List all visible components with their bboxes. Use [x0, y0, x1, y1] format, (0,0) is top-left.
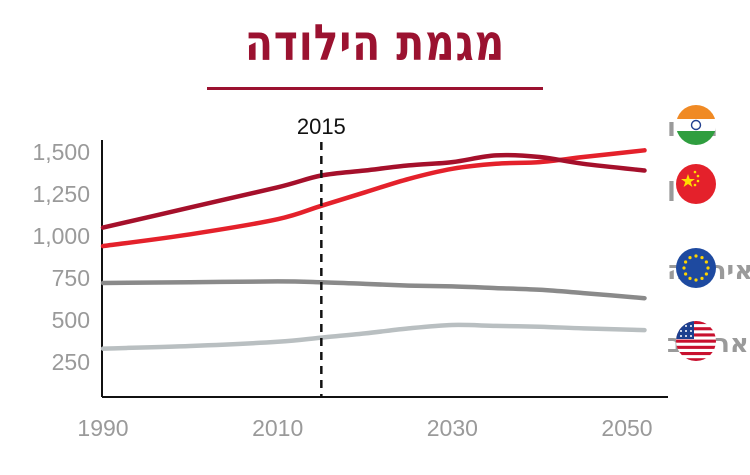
- y-tick-label: 250: [52, 349, 90, 375]
- eu-flag-icon: [676, 248, 716, 288]
- series-line-india: [100, 152, 647, 230]
- y-tick-label: 1,250: [32, 181, 90, 207]
- india-flag-icon: [676, 105, 716, 145]
- china-flag-icon: [676, 164, 716, 204]
- x-tick-label: 2010: [252, 415, 303, 441]
- x-tick-label: 2030: [427, 415, 478, 441]
- series-line-china: [100, 148, 647, 249]
- title-underline: [207, 87, 543, 90]
- y-tick-label: 1,000: [32, 223, 90, 249]
- y-tick-label: 750: [52, 265, 90, 291]
- chart-title: מגמת הילודה: [244, 14, 506, 72]
- x-tick-label: 1990: [77, 415, 128, 441]
- x-tick-label: 2050: [601, 415, 652, 441]
- year-2015-marker-label: 2015: [297, 114, 346, 139]
- series-line-europe: [100, 279, 647, 301]
- usa-flag-icon: [676, 321, 716, 361]
- y-tick-label: 1,500: [32, 139, 90, 165]
- series-line-usa: [100, 322, 647, 351]
- y-tick-label: 500: [52, 307, 90, 333]
